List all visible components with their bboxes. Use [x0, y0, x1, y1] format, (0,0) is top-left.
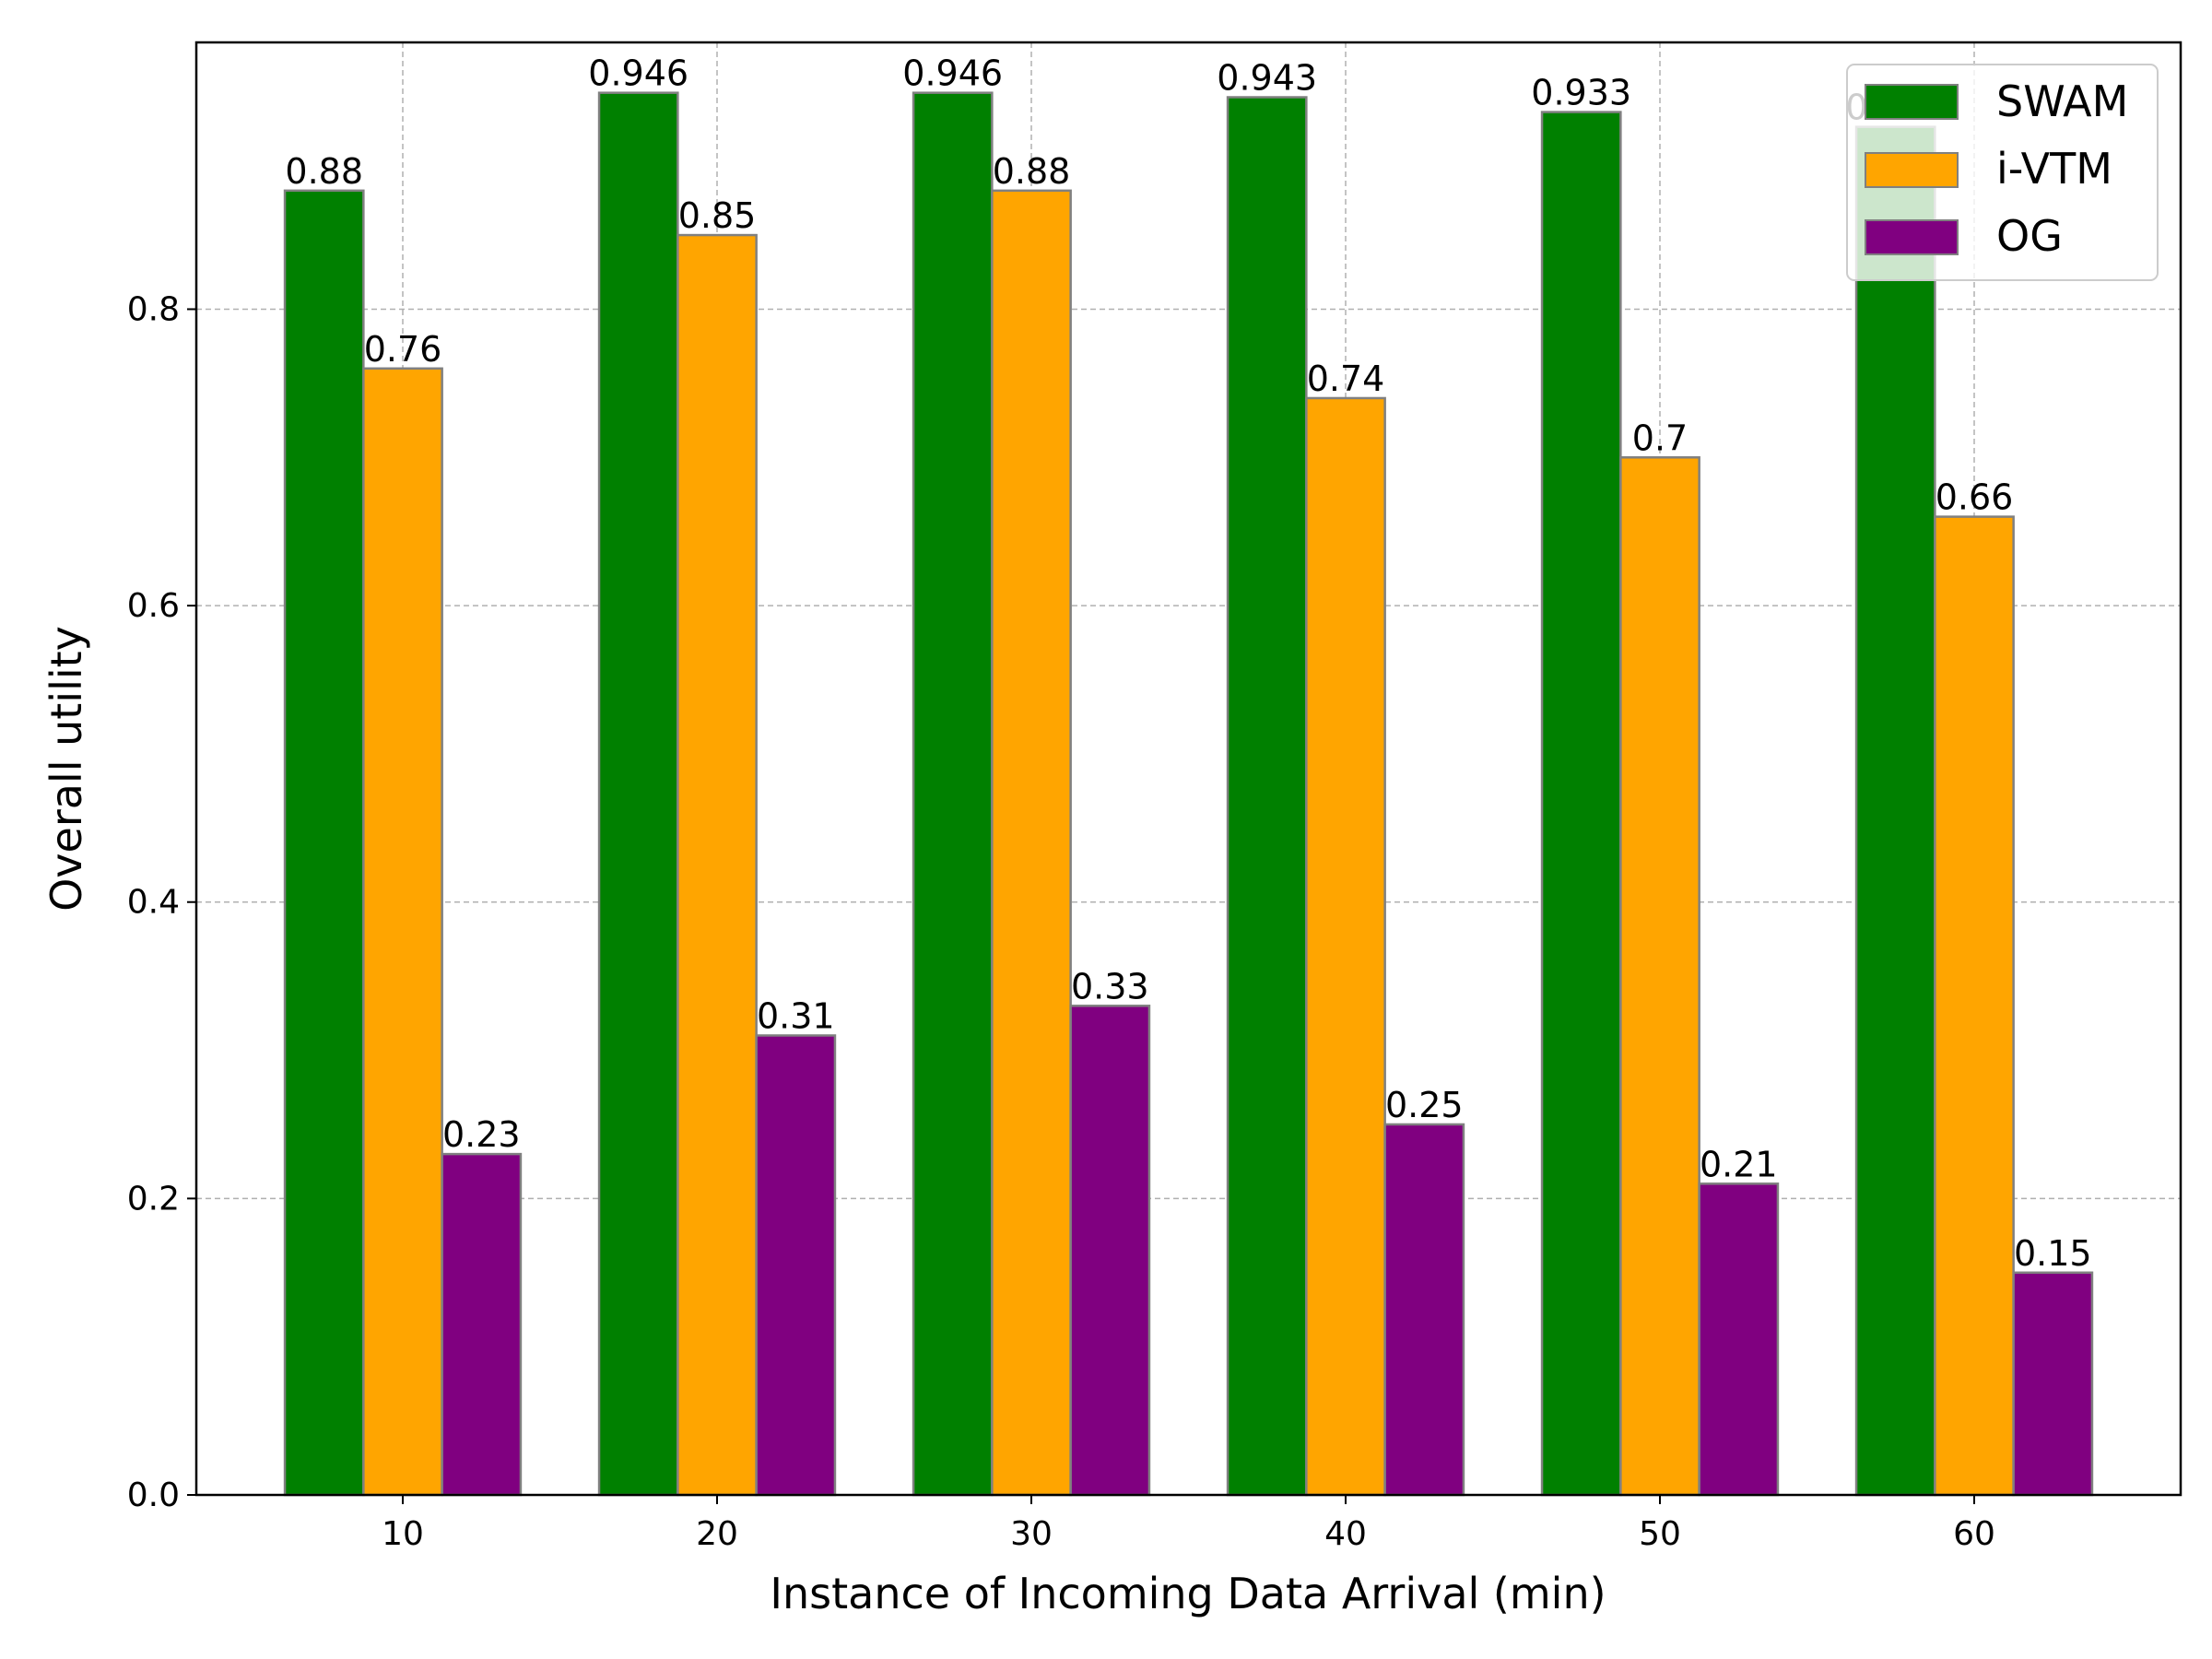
legend-label-og: OG: [1996, 211, 2063, 261]
bar-value-label-swam: 0.946: [902, 53, 1003, 94]
bar-og: [755, 1034, 837, 1497]
bar-labels-layer: 0.880.9460.9460.9430.9330.9230.760.850.8…: [285, 53, 2091, 1274]
ticks-layer: 0.0 0.2 0.4 0.6 0.8 10 20 30 40 50 60: [127, 290, 1995, 1553]
bar-value-label-ivtm: 0.76: [364, 329, 442, 370]
legend-swatch-swam: [1865, 84, 1959, 120]
bar-value-label-swam: 0.946: [588, 53, 688, 94]
x-tick-label: 20: [696, 1515, 738, 1553]
bar-value-label-og: 0.25: [1385, 1085, 1464, 1125]
bar-value-label-ivtm: 0.7: [1632, 418, 1688, 458]
plot-frame: [194, 41, 2183, 1497]
bar-ivtm: [677, 233, 758, 1497]
bar-value-label-og: 0.23: [442, 1114, 521, 1155]
bars-layer: [283, 91, 2094, 1497]
bar-swam: [283, 189, 365, 1497]
x-tick-label: 50: [1639, 1515, 1681, 1553]
y-tick-label: 0.4: [127, 884, 180, 922]
legend: SWAM i-VTM OG: [1846, 64, 2159, 281]
bar-ivtm: [1305, 396, 1386, 1497]
bar-og: [2012, 1271, 2094, 1497]
bar-value-label-og: 0.31: [757, 995, 835, 1036]
bar-swam: [1854, 125, 1936, 1497]
bar-value-label-og: 0.33: [1071, 966, 1149, 1006]
x-tick-label: 30: [1010, 1515, 1053, 1553]
bar-value-label-ivtm: 0.66: [1936, 477, 2014, 518]
bar-ivtm: [1619, 456, 1700, 1497]
bar-swam: [597, 91, 679, 1497]
bar-value-label-og: 0.15: [2014, 1233, 2092, 1274]
legend-swatch-ivtm: [1865, 152, 1959, 188]
bar-value-label-swam: 0.933: [1531, 73, 1631, 113]
bar-og: [441, 1152, 523, 1497]
bar-value-label-og: 0.21: [1700, 1144, 1778, 1184]
y-tick-label: 0.6: [127, 587, 180, 625]
x-tick-label: 10: [382, 1515, 424, 1553]
bar-ivtm: [991, 189, 1072, 1497]
legend-swatch-og: [1865, 219, 1959, 255]
bar-swam: [1540, 111, 1622, 1497]
bar-og: [1698, 1182, 1780, 1497]
bar-ivtm: [362, 367, 443, 1497]
bar-value-label-swam: 0.88: [285, 151, 363, 192]
legend-label-ivtm: i-VTM: [1996, 144, 2112, 194]
bar-og: [1069, 1005, 1151, 1497]
x-tick-label: 60: [1953, 1515, 1995, 1553]
bar-value-label-ivtm: 0.85: [678, 195, 757, 236]
bar-swam: [912, 91, 994, 1497]
bar-value-label-ivtm: 0.88: [993, 151, 1071, 192]
y-tick-label: 0.8: [127, 290, 180, 328]
bar-og: [1383, 1123, 1465, 1497]
x-tick-label: 40: [1324, 1515, 1367, 1553]
bar-value-label-swam: 0.943: [1217, 58, 1317, 99]
bar-ivtm: [1934, 515, 2015, 1497]
legend-label-swam: SWAM: [1996, 76, 2128, 126]
bar-swam: [1226, 96, 1308, 1497]
y-tick-label: 0.2: [127, 1180, 180, 1218]
x-axis-label: Instance of Incoming Data Arrival (min): [770, 1569, 1606, 1618]
y-tick-label: 0.0: [127, 1477, 180, 1514]
y-axis-label: Overall utility: [41, 626, 91, 912]
bar-value-label-ivtm: 0.74: [1307, 359, 1385, 399]
